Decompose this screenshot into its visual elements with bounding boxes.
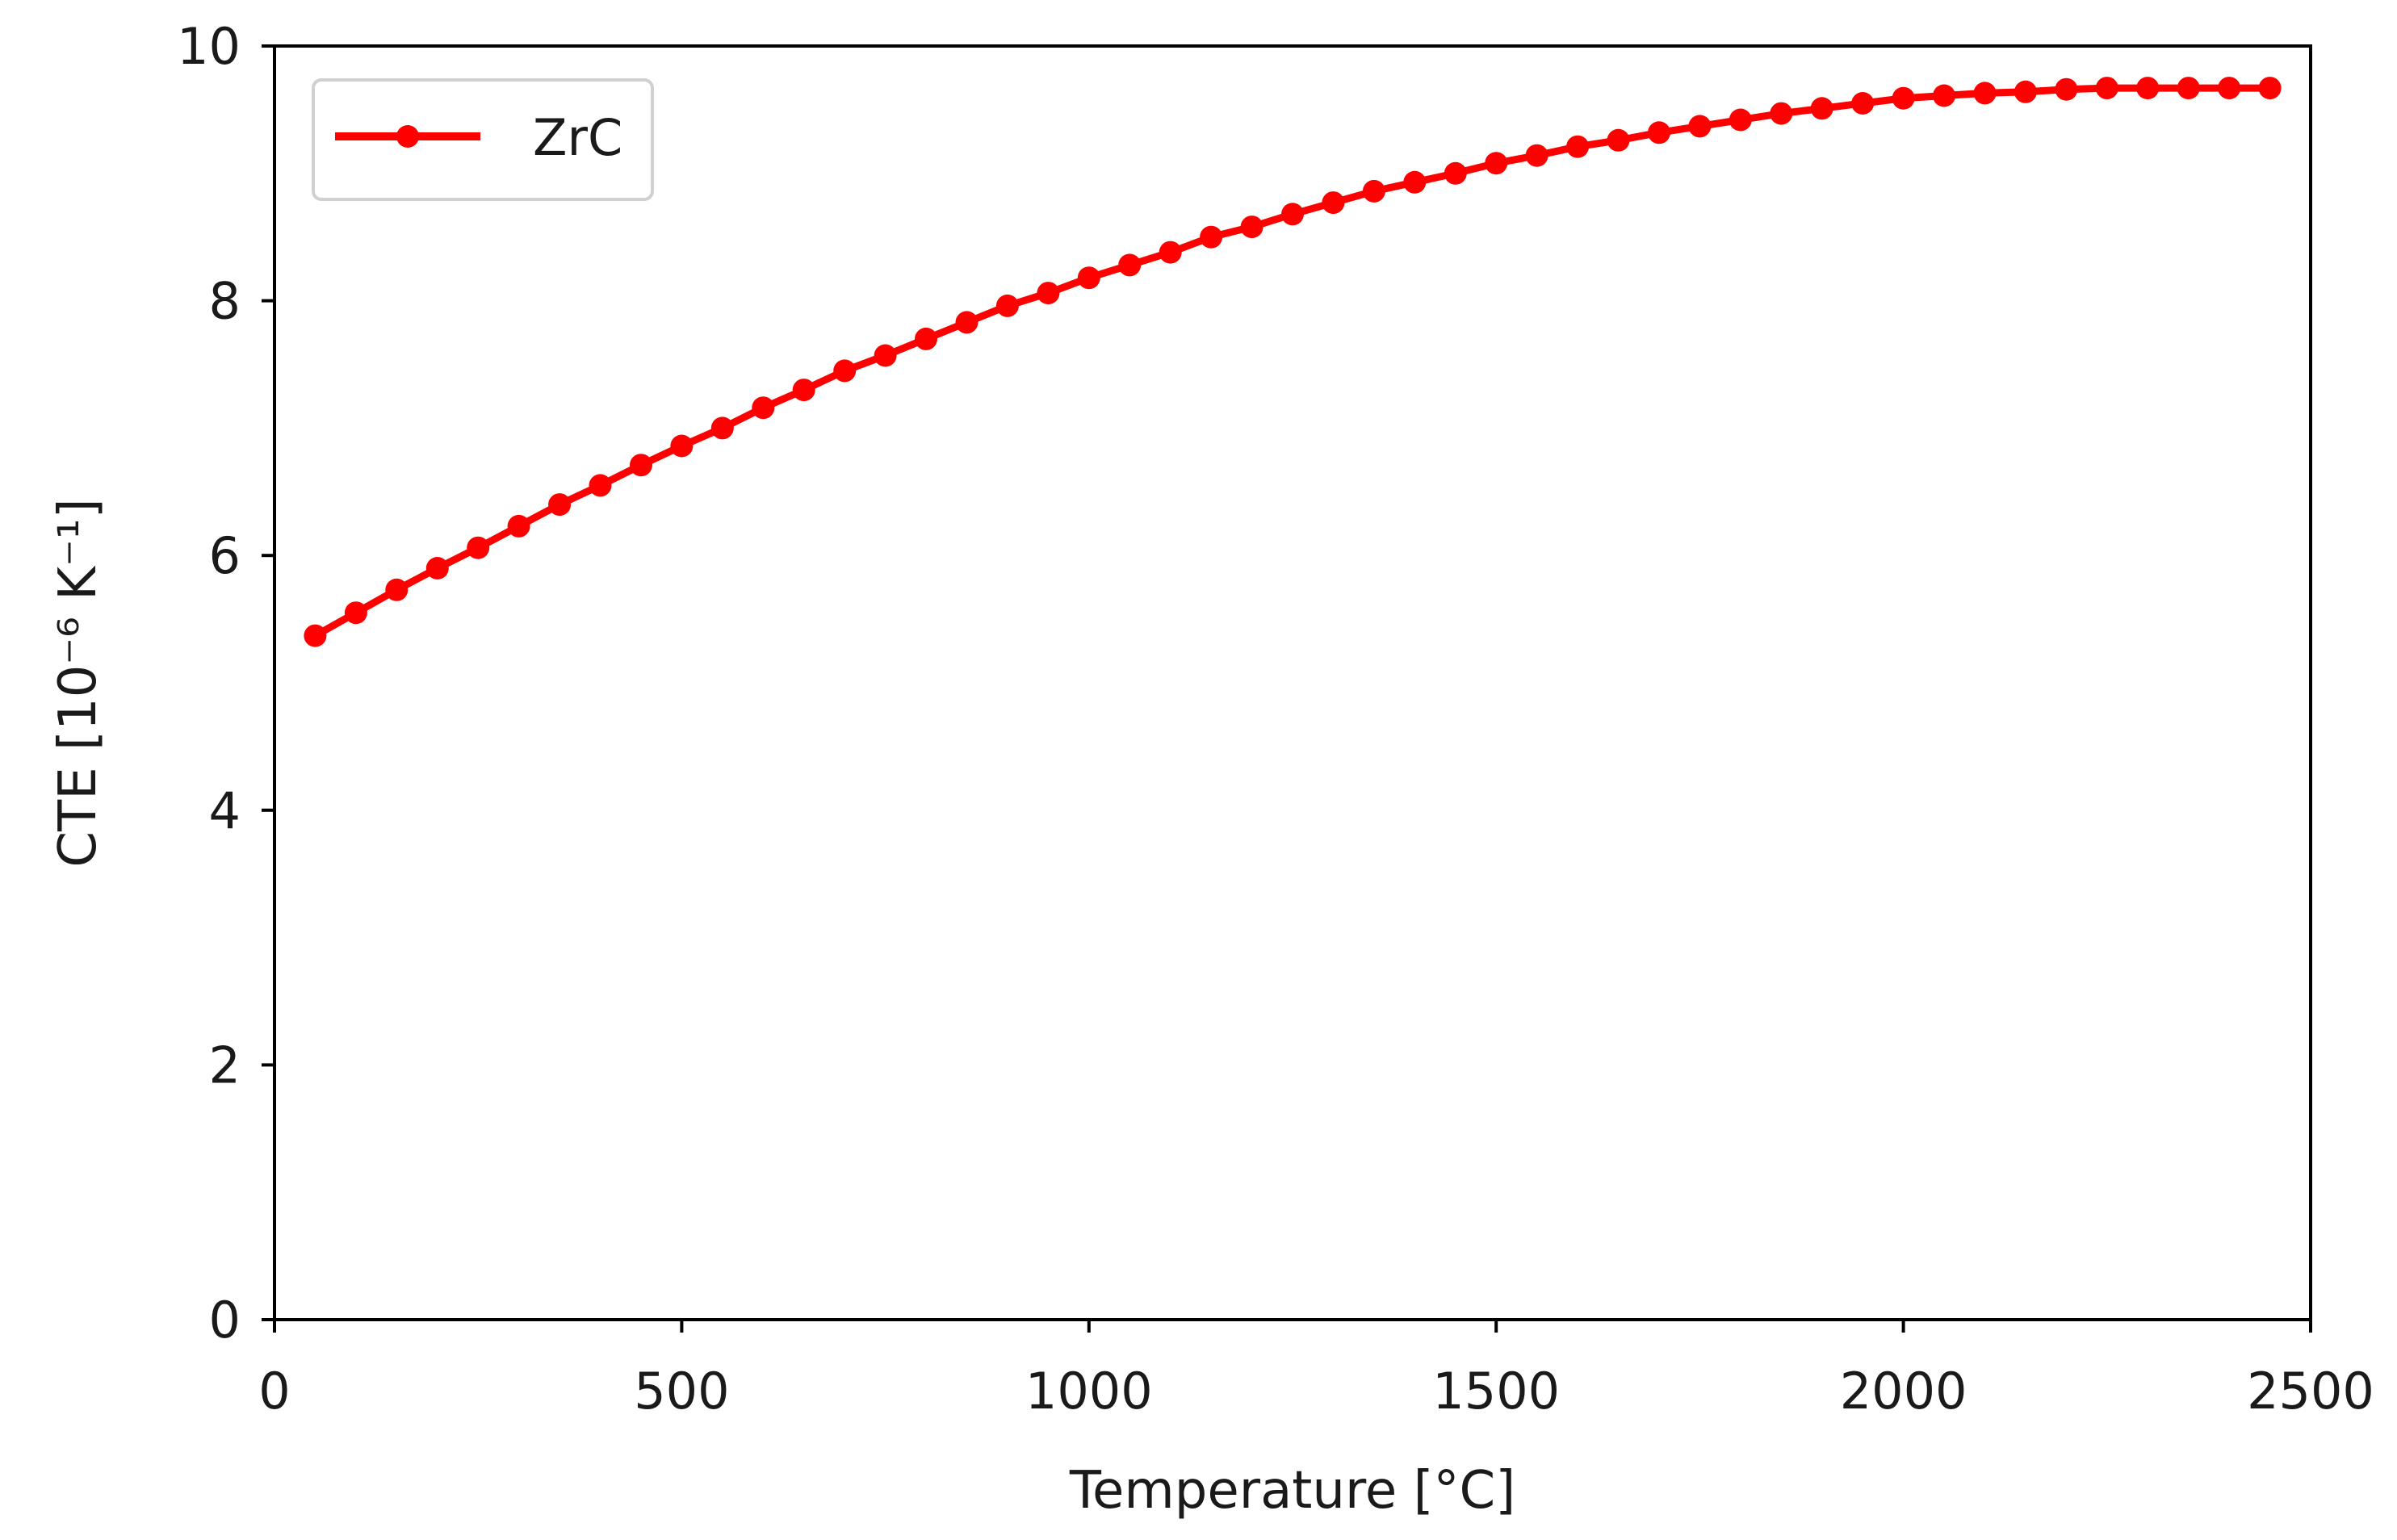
data-point[interactable]	[2177, 77, 2200, 100]
data-point[interactable]	[630, 454, 652, 477]
data-point[interactable]	[344, 601, 367, 625]
axes-frame	[273, 44, 2312, 1321]
data-point[interactable]	[2136, 77, 2160, 100]
data-point[interactable]	[1851, 92, 1875, 115]
y-tick-label: 0	[209, 1291, 241, 1350]
data-point[interactable]	[1118, 253, 1142, 277]
data-point[interactable]	[1648, 121, 1670, 144]
data-point[interactable]	[304, 624, 327, 647]
data-point[interactable]	[425, 557, 449, 580]
data-point[interactable]	[1892, 86, 1915, 110]
x-tick-label: 1000	[1025, 1362, 1153, 1421]
y-axis-ticks: 0 2 4 6 8 10	[177, 17, 274, 1350]
data-point[interactable]	[2258, 77, 2282, 100]
data-point[interactable]	[2095, 77, 2118, 100]
legend[interactable]: ZrC	[312, 78, 654, 201]
data-point[interactable]	[507, 514, 530, 538]
data-point[interactable]	[2218, 77, 2241, 100]
data-point[interactable]	[1973, 82, 1997, 105]
data-point[interactable]	[467, 536, 490, 559]
x-tick-label: 1500	[1432, 1362, 1560, 1421]
data-point[interactable]	[1077, 266, 1100, 290]
data-point[interactable]	[548, 493, 572, 517]
y-tick-label: 4	[209, 781, 241, 840]
data-point[interactable]	[792, 379, 815, 402]
x-axis-label: Temperature [°C]	[1069, 1461, 1515, 1521]
legend-box	[312, 78, 654, 201]
y-tick-label: 10	[177, 17, 241, 76]
data-point[interactable]	[833, 359, 857, 383]
data-point[interactable]	[1933, 84, 1955, 107]
data-point[interactable]	[1770, 102, 1793, 125]
series-layer	[304, 77, 2282, 647]
x-tick-label: 2000	[1840, 1362, 1967, 1421]
data-point[interactable]	[710, 416, 734, 440]
y-tick-label: 6	[209, 526, 241, 585]
data-point[interactable]	[1729, 108, 1752, 132]
x-tick-label: 500	[634, 1362, 729, 1421]
plot-area	[273, 44, 2312, 1321]
data-point[interactable]	[995, 294, 1019, 317]
data-point[interactable]	[2055, 77, 2078, 101]
data-point[interactable]	[874, 344, 897, 367]
data-point[interactable]	[752, 396, 775, 420]
data-point[interactable]	[1688, 115, 1712, 138]
x-tick-label: 0	[258, 1362, 290, 1421]
y-tick-label: 2	[209, 1036, 241, 1094]
data-point[interactable]	[1159, 241, 1182, 264]
legend-series-marker	[396, 125, 419, 148]
y-tick-label: 8	[209, 272, 241, 331]
x-tick-label: 2500	[2247, 1362, 2374, 1421]
data-point[interactable]	[589, 474, 612, 497]
data-point[interactable]	[1485, 152, 1508, 175]
x-axis-ticks: 0 500 1000 1500 2000 2500	[258, 1320, 2374, 1421]
data-point[interactable]	[1200, 225, 1223, 249]
data-point[interactable]	[1281, 203, 1304, 226]
data-point[interactable]	[670, 434, 694, 458]
data-point[interactable]	[2014, 80, 2037, 103]
data-point[interactable]	[1810, 97, 1833, 120]
data-point[interactable]	[385, 578, 409, 601]
data-point[interactable]	[1240, 216, 1263, 239]
data-point[interactable]	[1403, 170, 1427, 194]
data-point[interactable]	[955, 311, 978, 334]
data-point[interactable]	[1566, 135, 1590, 158]
data-point[interactable]	[1037, 282, 1060, 305]
data-point[interactable]	[1322, 191, 1345, 215]
data-point[interactable]	[915, 327, 937, 350]
legend-series-label: ZrC	[533, 108, 622, 167]
data-point[interactable]	[1444, 161, 1467, 185]
y-axis-label: CTE [10⁻⁶ K⁻¹]	[48, 498, 108, 867]
data-point[interactable]	[1607, 128, 1630, 152]
data-point[interactable]	[1525, 144, 1548, 167]
data-point[interactable]	[1362, 179, 1385, 203]
